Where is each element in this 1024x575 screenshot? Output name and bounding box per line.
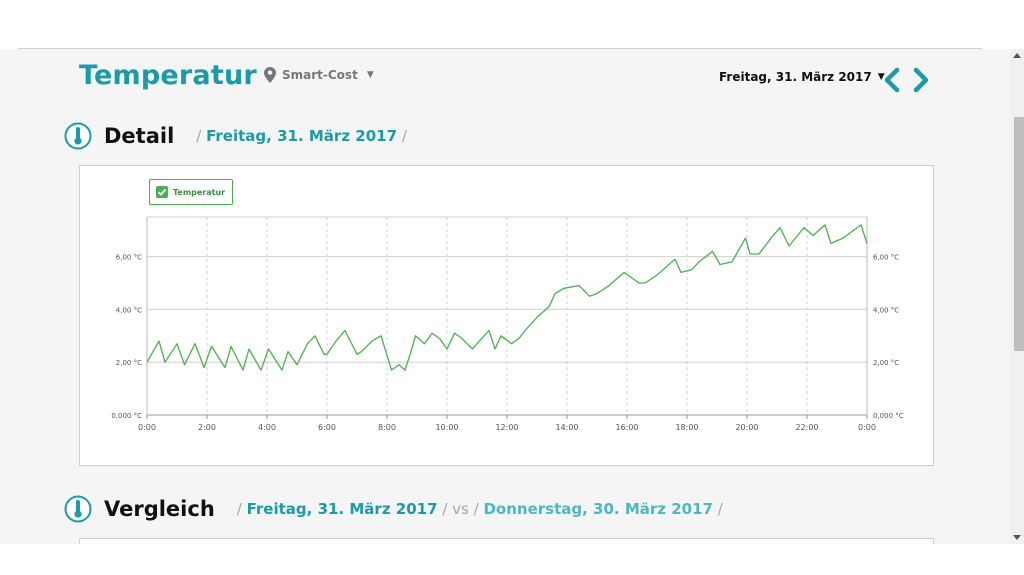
date-selector-label: Freitag, 31. März 2017: [719, 70, 872, 84]
breadcrumb-date[interactable]: Freitag, 31. März 2017: [206, 127, 398, 145]
top-bar: [0, 0, 1024, 48]
scrollbar[interactable]: [1010, 49, 1024, 544]
map-pin-icon: [264, 67, 276, 83]
vs-label: vs: [452, 500, 469, 518]
legend-toggle-temperatur[interactable]: Temperatur: [149, 179, 234, 205]
x-tick-label: 4:00: [258, 423, 276, 432]
caret-down-icon: ▼: [877, 72, 885, 82]
location-selector[interactable]: Smart-Cost ▼: [264, 67, 374, 83]
x-tick-label: 18:00: [675, 423, 698, 432]
page-content: Temperatur Smart-Cost ▼ Freitag, 31. Mär…: [0, 49, 1010, 544]
detail-breadcrumb: / Freitag, 31. März 2017 /: [196, 127, 407, 145]
breadcrumb-separator: /: [196, 127, 202, 145]
x-tick-label: 0:00: [858, 423, 876, 432]
x-tick-label: 6:00: [318, 423, 336, 432]
compare-breadcrumb: / Freitag, 31. März 2017 / vs / Donnerst…: [237, 500, 723, 518]
y-tick-label-right: 0,000 °C: [873, 412, 904, 420]
compare-heading: Vergleich: [104, 497, 215, 521]
scroll-down-arrow-icon[interactable]: [1013, 535, 1021, 540]
location-label: Smart-Cost: [282, 68, 358, 82]
caret-down-icon: ▼: [366, 70, 374, 80]
thermometer-icon: [64, 495, 92, 523]
scroll-up-arrow-icon[interactable]: [1013, 53, 1021, 58]
temperature-chart: 0:00 2:00 4:00 6:00 8:00 10:00 12:00 14:00 16:00…: [111, 216, 904, 432]
bottom-bar: [0, 544, 1024, 575]
y-tick-label-right: 6,00 °C: [873, 254, 899, 262]
x-tick-label: 12:00: [495, 423, 518, 432]
breadcrumb-separator: /: [473, 500, 479, 518]
page-title: Temperatur: [79, 60, 257, 91]
series-line-temperatur: [146, 224, 868, 371]
breadcrumb-separator: /: [401, 127, 407, 145]
x-tick-label: 0:00: [138, 423, 156, 432]
x-tick-label: 2:00: [198, 423, 216, 432]
y-tick-label-left: 2,00 °C: [116, 359, 142, 367]
y-tick-label-left: 0,000 °C: [111, 412, 142, 420]
thermometer-icon: [64, 122, 92, 150]
x-tick-label: 16:00: [615, 423, 638, 432]
breadcrumb-separator: /: [442, 500, 448, 518]
compare-section-header: Vergleich / Freitag, 31. März 2017 / vs …: [64, 495, 723, 523]
x-tick-label: 8:00: [378, 423, 396, 432]
scroll-thumb[interactable]: [1014, 117, 1024, 351]
detail-heading: Detail: [104, 124, 175, 148]
chevron-left-icon[interactable]: [881, 67, 903, 93]
breadcrumb-date-b[interactable]: Donnerstag, 30. März 2017: [483, 500, 713, 518]
breadcrumb-date-a[interactable]: Freitag, 31. März 2017: [246, 500, 438, 518]
top-divider: [18, 48, 982, 49]
detail-section-header: Detail / Freitag, 31. März 2017 /: [64, 122, 407, 150]
compare-chart-panel: [79, 538, 934, 544]
x-tick-label: 14:00: [555, 423, 578, 432]
breadcrumb-separator: /: [717, 500, 723, 518]
x-tick-label: 20:00: [735, 423, 758, 432]
checkbox-checked-icon: [156, 186, 168, 198]
legend-label: Temperatur: [173, 187, 226, 197]
chevron-right-icon[interactable]: [910, 67, 932, 93]
breadcrumb-separator: /: [236, 500, 242, 518]
y-tick-label-left: 4,00 °C: [116, 306, 142, 314]
y-tick-label-right: 2,00 °C: [873, 359, 899, 367]
date-selector[interactable]: Freitag, 31. März 2017 ▼: [719, 70, 885, 84]
x-tick-label: 10:00: [435, 423, 458, 432]
y-tick-label-right: 4,00 °C: [873, 306, 899, 314]
detail-chart-panel: Temperatur 0:00 2:00 4:00 6:00 8:00 10:00 12:0…: [79, 165, 934, 466]
y-tick-label-left: 6,00 °C: [116, 254, 142, 262]
x-tick-label: 22:00: [795, 423, 818, 432]
